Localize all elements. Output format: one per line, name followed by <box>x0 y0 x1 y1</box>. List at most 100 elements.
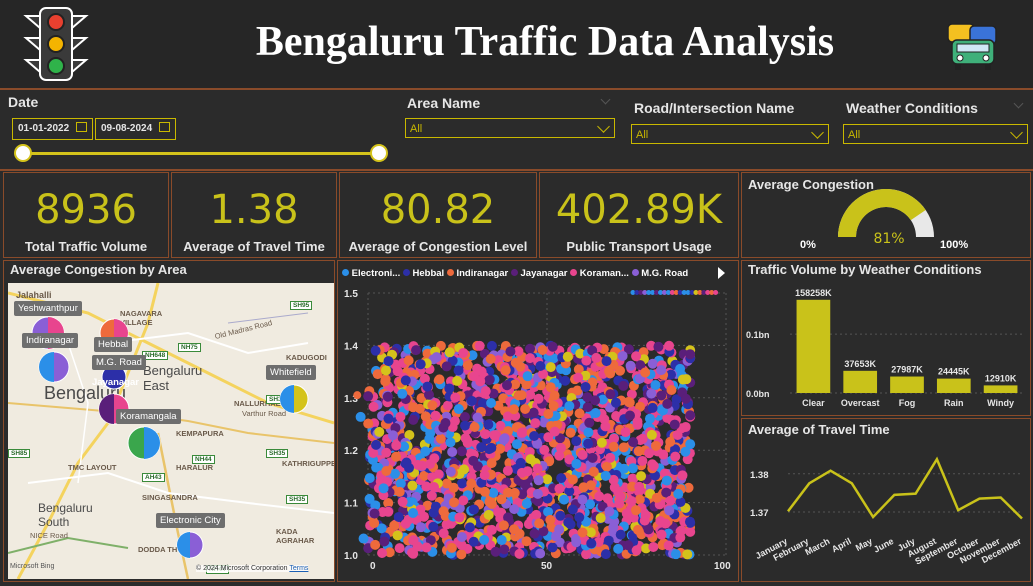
road-dropdown[interactable]: All <box>631 124 829 144</box>
scatter-point <box>483 406 494 417</box>
line-point[interactable] <box>999 496 1003 500</box>
line-point[interactable] <box>850 481 854 485</box>
scatter-point <box>615 365 626 376</box>
legend-item-electronic[interactable]: Electroni... <box>342 268 400 279</box>
line-point[interactable] <box>871 515 875 519</box>
scatter-point <box>438 506 449 517</box>
gauge-title: Average Congestion <box>748 177 874 192</box>
bubble-whitefield[interactable] <box>279 384 309 414</box>
scatter-point <box>647 402 658 413</box>
scatter-point <box>581 549 592 560</box>
date-slider-start-handle[interactable] <box>14 144 32 162</box>
scatter-point <box>625 360 636 371</box>
scatter-point <box>533 393 544 404</box>
bar[interactable] <box>796 299 831 393</box>
legend-item-hebbal[interactable]: Hebbal <box>402 268 444 279</box>
scatter-point <box>383 498 394 509</box>
x-tick-label: Clear <box>802 398 825 408</box>
scatter-point <box>475 376 486 387</box>
date-to-input[interactable]: 09-08-2024 <box>95 118 176 140</box>
scatter-point <box>458 347 469 358</box>
scatter-point <box>670 451 681 462</box>
kpi-value: 8936 <box>35 187 137 233</box>
bar[interactable] <box>843 370 878 393</box>
scatter-point <box>532 488 543 499</box>
line-point[interactable] <box>1020 517 1024 521</box>
scatter-point <box>419 373 430 384</box>
legend-item-indiranagar[interactable]: Indiranagar <box>446 268 508 279</box>
scatter-point <box>510 379 521 390</box>
scatter-point <box>427 400 438 411</box>
bar[interactable] <box>936 378 971 393</box>
map-canvas[interactable]: Jalahalli NAGAVARA VILLAGE KADUGODI Beng… <box>8 283 334 579</box>
scatter-point <box>370 539 381 550</box>
date-slider-end-handle[interactable] <box>370 144 388 162</box>
bubble-indiranagar[interactable] <box>38 351 70 383</box>
line-point[interactable] <box>956 508 960 512</box>
scatter-point <box>580 382 591 393</box>
scatter-point <box>608 441 619 452</box>
line-point[interactable] <box>935 457 939 461</box>
date-from-input[interactable]: 01-01-2022 <box>12 118 93 140</box>
scatter-point <box>403 355 414 366</box>
y-tick-label: 1.37 <box>750 508 769 519</box>
scatter-point <box>353 391 362 400</box>
bar[interactable] <box>890 376 924 393</box>
map-terms-link[interactable]: Terms <box>289 565 309 572</box>
legend-next-icon[interactable] <box>718 267 725 279</box>
bar-data-label: 27987K <box>891 365 923 375</box>
line-point[interactable] <box>829 469 833 473</box>
legend-item-mg-road[interactable]: M.G. Road <box>631 268 688 279</box>
scatter-point <box>424 433 435 444</box>
scatter-point <box>661 475 672 486</box>
scatter-point <box>452 375 463 386</box>
scatter-point <box>664 505 675 516</box>
calendar-icon[interactable] <box>75 122 87 132</box>
scatter-point <box>601 461 612 472</box>
scatter-point <box>605 389 616 400</box>
legend-item-koramangala[interactable]: Koraman... <box>570 268 629 279</box>
legend-label: Koraman... <box>579 268 629 279</box>
kpi-label: Average of Travel Time <box>183 239 325 254</box>
line-point[interactable] <box>892 493 896 497</box>
date-range-slider-track[interactable] <box>24 152 380 155</box>
y-tick-label: 0.0bn <box>746 389 770 399</box>
scatter-point <box>462 360 473 371</box>
scatter-point <box>565 427 576 438</box>
scatter-point <box>665 436 676 447</box>
scatter-point <box>382 391 393 402</box>
scatter-point <box>585 527 596 538</box>
scatter-point <box>651 492 662 503</box>
scatter-point <box>608 474 619 485</box>
scatter-point <box>664 340 675 351</box>
scatter-point <box>597 394 608 405</box>
scatter-point <box>479 486 490 497</box>
line-point[interactable] <box>977 497 981 501</box>
road-shield: NH44 <box>192 455 215 464</box>
map-place-label: NALLURHALLI <box>234 399 287 408</box>
scatter-point <box>656 390 667 401</box>
bar[interactable] <box>983 385 1018 393</box>
chevron-down-icon[interactable] <box>600 94 611 105</box>
area-dropdown[interactable]: All <box>405 118 615 138</box>
weather-dropdown-value: All <box>848 129 861 141</box>
scatter-point <box>378 483 389 494</box>
weather-dropdown[interactable]: All <box>843 124 1028 144</box>
weather-filter-label: Weather Conditions <box>846 100 978 116</box>
line-point[interactable] <box>914 492 918 496</box>
scatter-point <box>585 499 596 510</box>
line-point[interactable] <box>807 481 811 485</box>
legend-item-jayanagar[interactable]: Jayanagar <box>510 268 568 279</box>
scatter-point <box>508 404 519 415</box>
bubble-electronic-city[interactable] <box>176 531 204 559</box>
line-point[interactable] <box>786 509 790 513</box>
scatter-point <box>648 542 659 553</box>
chevron-down-icon[interactable] <box>1013 98 1024 109</box>
scatter-point <box>485 353 496 364</box>
scatter-point <box>499 544 510 555</box>
scatter-point <box>415 522 426 533</box>
bubble-koramangala[interactable] <box>127 426 161 460</box>
calendar-icon[interactable] <box>158 122 170 132</box>
map-area-label: Jayanagar <box>92 377 140 388</box>
scatter-point <box>647 358 658 369</box>
